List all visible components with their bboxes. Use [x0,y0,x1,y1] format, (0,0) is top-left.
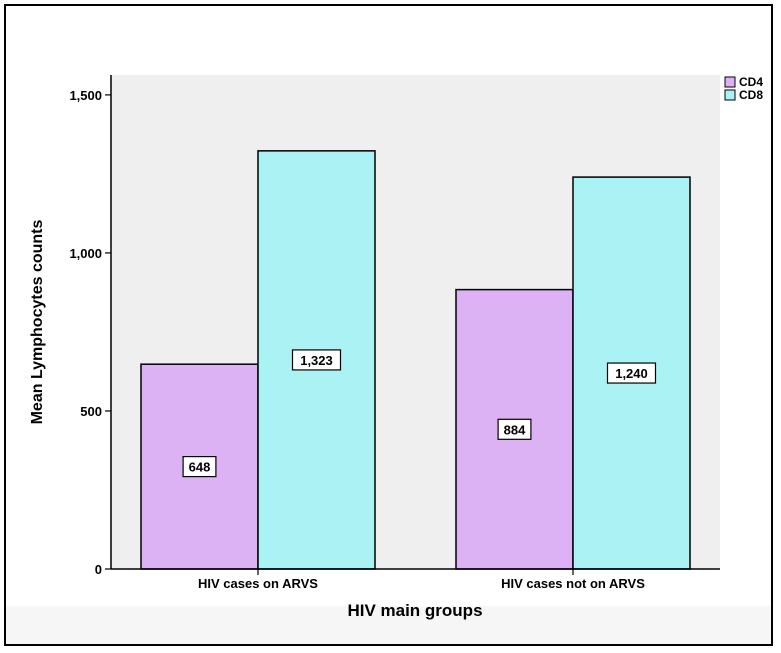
y-tick-label: 1,000 [69,246,102,261]
data-label-box [291,349,342,371]
data-label-box [497,418,532,440]
y-axis-title: Mean Lymphocytes counts [29,220,46,425]
x-tick-label: HIV cases on ARVS [198,576,318,591]
y-tick-label: 0 [95,562,102,577]
x-axis-title: HIV main groups [347,601,482,620]
data-label-box [182,455,217,478]
legend-label-cd8: CD8 [739,88,763,102]
y-tick-label: 500 [80,404,102,419]
y-tick-label: 1,500 [69,88,102,103]
legend-label-cd4: CD4 [739,75,763,89]
data-label: 1,240 [615,366,648,381]
data-label-box [606,362,657,384]
data-label: 648 [189,460,211,475]
figure-footer-band [6,606,771,644]
data-label: 884 [504,422,526,437]
data-label: 1,323 [300,353,333,368]
x-tick-label: HIV cases not on ARVS [501,576,645,591]
legend-swatch-cd4 [724,76,736,88]
legend-swatch-cd8 [724,89,736,101]
